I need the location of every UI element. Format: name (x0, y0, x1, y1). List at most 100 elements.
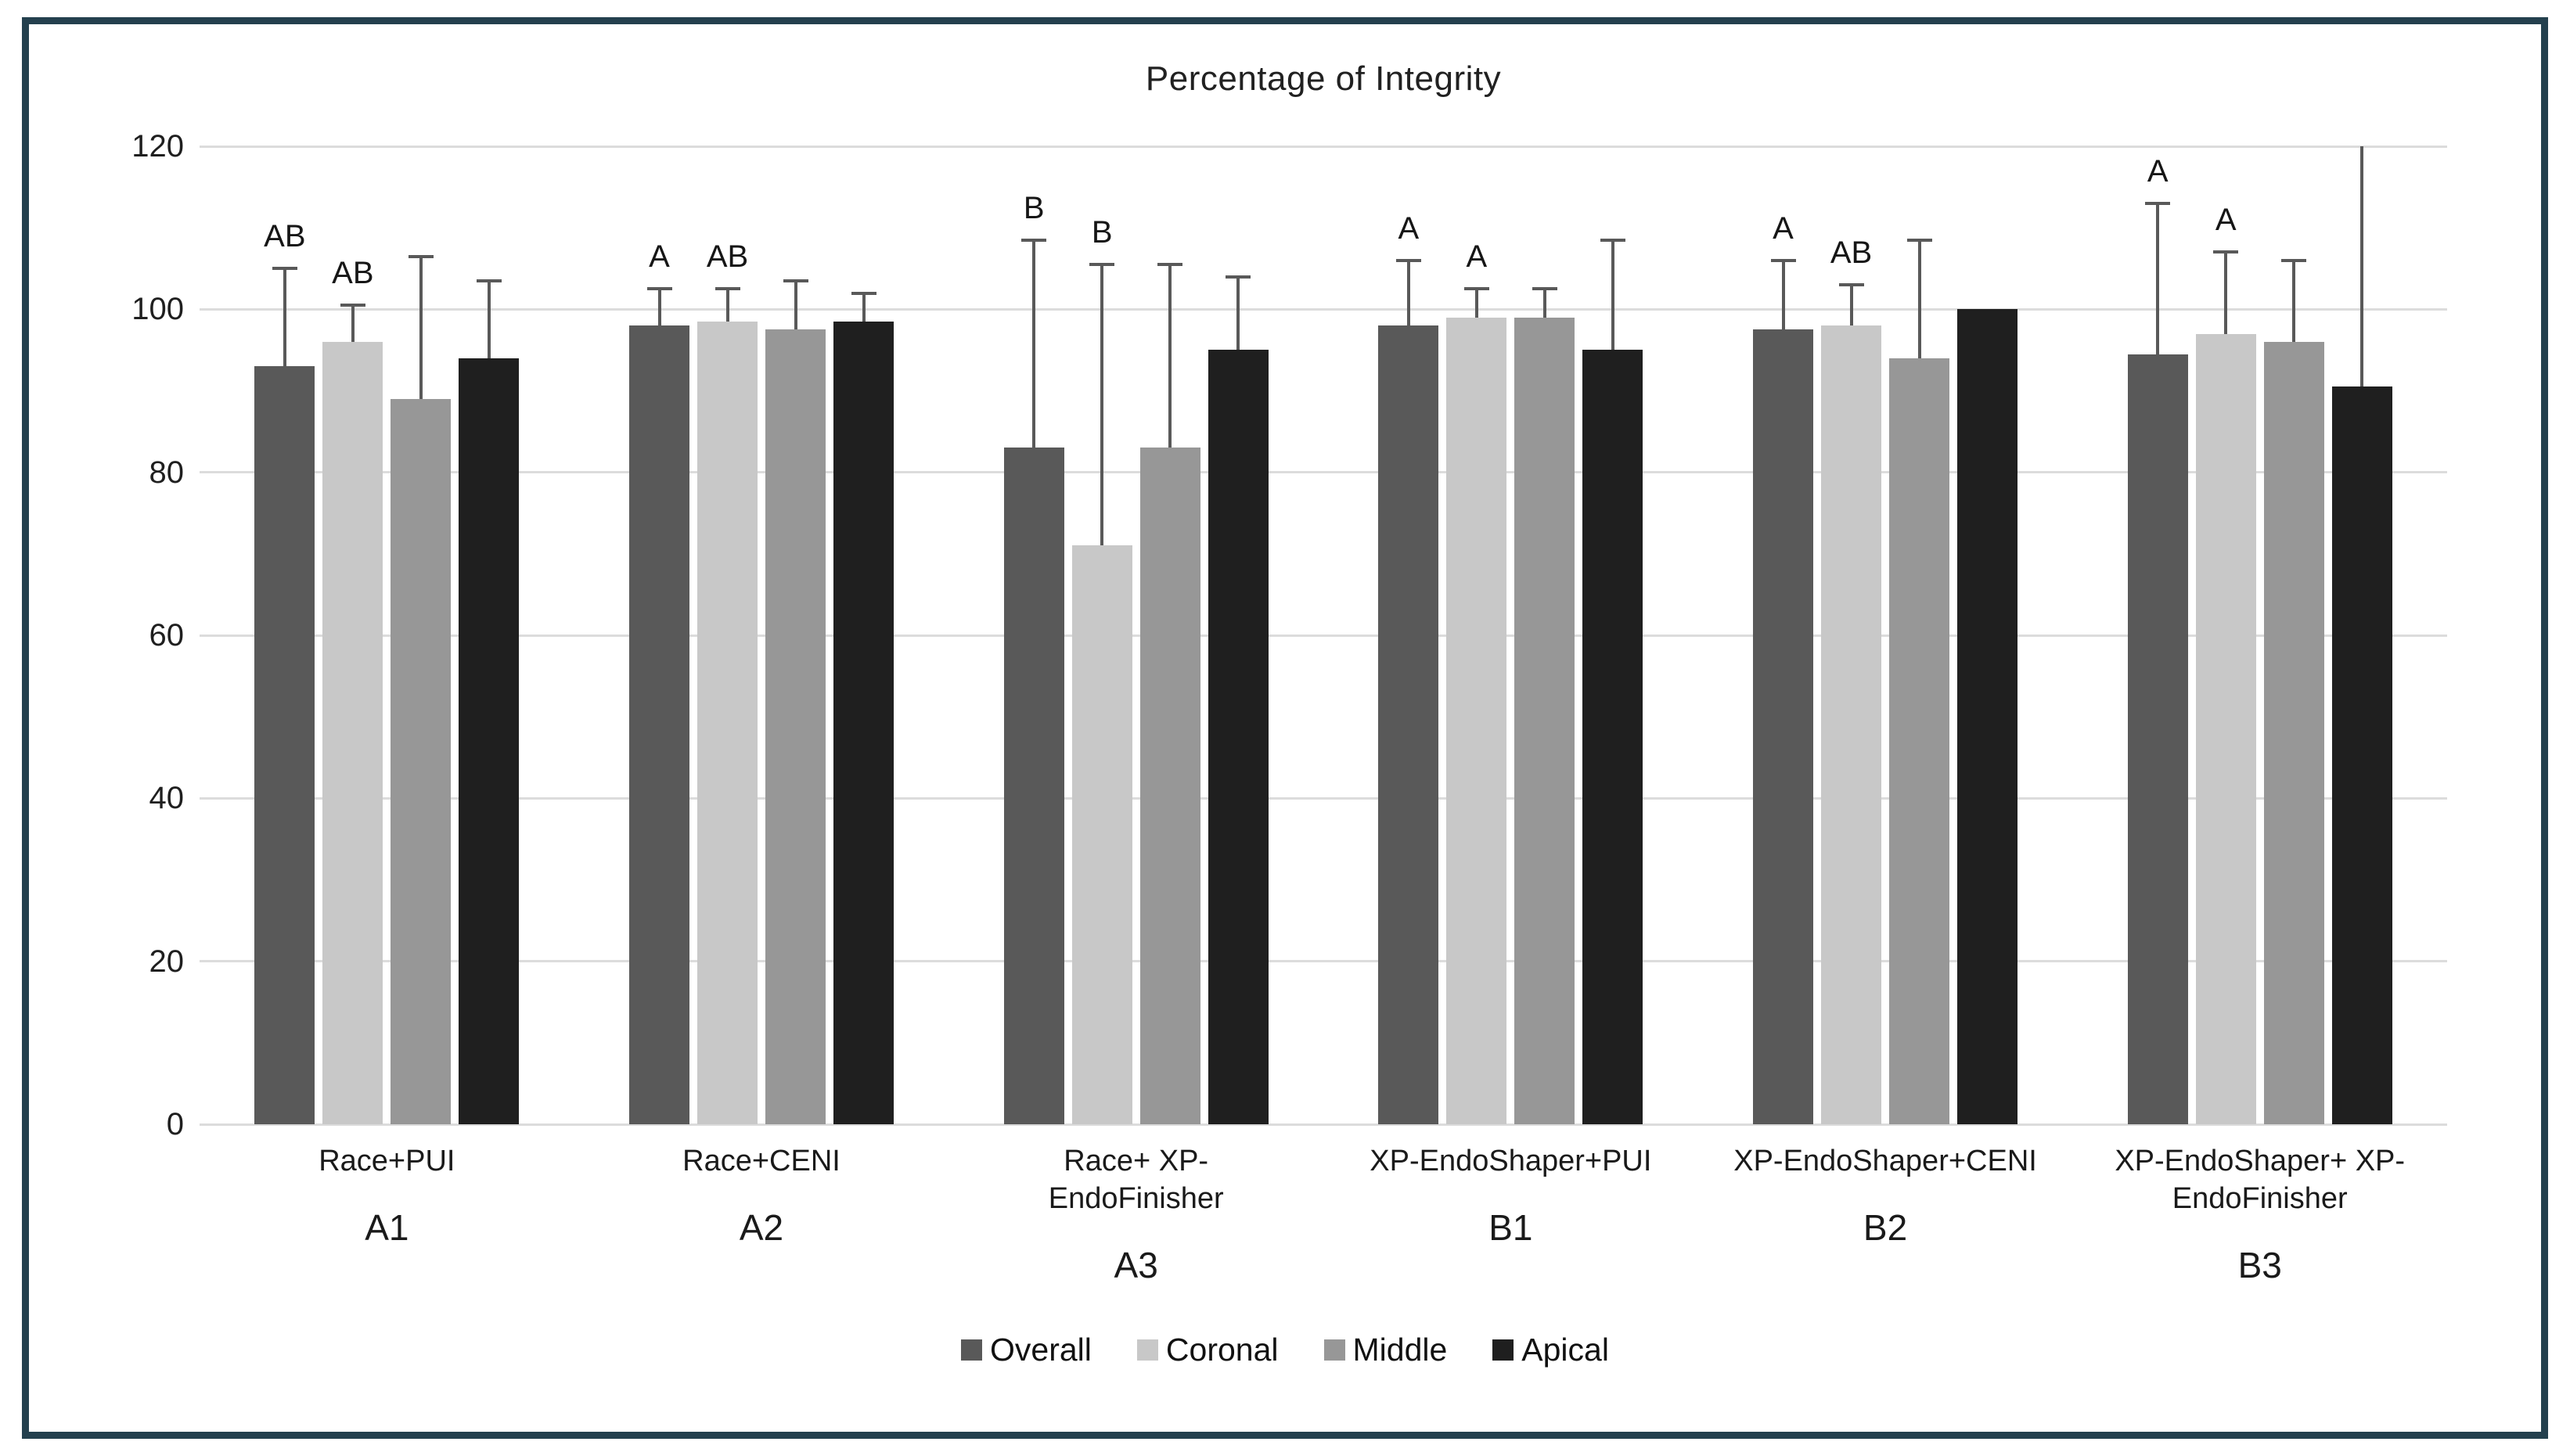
bar-groups: AB AB A AB B B A A A AB A A (200, 146, 2447, 1124)
error-bar-cap (783, 279, 808, 282)
bar-slot: AB (254, 146, 315, 1124)
category-label: Race+ XP- EndoFinisher (948, 1142, 1323, 1217)
category-label-line: Race+PUI (319, 1145, 455, 1177)
bar-overall (1753, 329, 1814, 1124)
category-label: XP-EndoShaper+CENI (1698, 1142, 2073, 1180)
significance-letter: AB (1830, 235, 1873, 271)
legend-swatch-coronal (1136, 1339, 1158, 1361)
y-axis-tick-label: 80 (149, 455, 185, 490)
legend-swatch-overall (961, 1339, 983, 1361)
error-bar-cap (1770, 258, 1796, 262)
bar-middle (765, 329, 826, 1124)
error-bar-cap (1463, 287, 1489, 291)
error-bar (1406, 260, 1410, 326)
x-axis-label-slot: Race+ XP- EndoFinisher A3 (948, 1142, 1323, 1286)
group-code-label: B2 (1863, 1207, 1908, 1248)
x-axis-label-slot: XP-EndoShaper+CENI B2 (1698, 1142, 2073, 1286)
gridline-100 (200, 307, 2447, 311)
legend-item-overall: Overall (961, 1332, 1092, 1368)
chart-title: Percentage of Integrity (1145, 59, 1502, 98)
y-axis-tick-label: 40 (149, 781, 185, 816)
bar-apical (459, 358, 520, 1124)
error-bar-cap (851, 291, 876, 295)
y-axis-tick-label: 20 (149, 944, 185, 979)
bar-slot (2263, 146, 2324, 1124)
bar-group-b2: A AB (1698, 146, 2073, 1124)
error-bar (1917, 239, 1921, 358)
gridline-120 (200, 145, 2447, 148)
bar-slot (1139, 146, 1200, 1124)
legend-label: Overall (990, 1332, 1092, 1368)
bar-slot (1889, 146, 1950, 1124)
category-label-line: Race+CENI (682, 1145, 840, 1177)
error-bar (2360, 146, 2364, 387)
significance-letter: A (2215, 203, 2237, 238)
legend-item-middle: Middle (1323, 1332, 1448, 1368)
error-bar-cap (272, 267, 297, 271)
error-bar-cap (1600, 238, 1625, 242)
significance-letter: A (1466, 239, 1488, 275)
bar-slot (765, 146, 826, 1124)
bar-apical (2331, 386, 2392, 1124)
significance-letter: AB (264, 219, 306, 254)
error-bar-cap (340, 304, 365, 307)
error-bar (283, 268, 286, 367)
category-label: XP-EndoShaper+ XP- EndoFinisher (2072, 1142, 2447, 1217)
group-code-label: A2 (739, 1207, 784, 1248)
y-axis-tick-label: 120 (131, 129, 184, 164)
group-code-label: A3 (1114, 1245, 1158, 1285)
error-bar-cap (1532, 287, 1557, 291)
error-bar (2156, 203, 2160, 354)
significance-letter: A (1773, 210, 1794, 246)
error-bar (2292, 260, 2296, 342)
bar-slot: AB (1821, 146, 1882, 1124)
bar-slot: B (1071, 146, 1132, 1124)
bar-middle (391, 398, 452, 1124)
legend: Overall Coronal Middle Apical (0, 1332, 2570, 1368)
error-bar (487, 280, 491, 358)
error-bar-cap (476, 279, 502, 282)
legend-label: Middle (1352, 1332, 1448, 1368)
y-axis-tick-label: 0 (166, 1107, 184, 1141)
bar-overall (1003, 448, 1064, 1124)
significance-letter: A (649, 239, 670, 275)
error-bar (1474, 289, 1478, 318)
bar-slot: A (1378, 146, 1439, 1124)
category-label: Race+PUI (200, 1142, 574, 1180)
error-bar-cap (2213, 250, 2239, 254)
significance-letter: A (2147, 153, 2169, 189)
bar-slot: AB (322, 146, 383, 1124)
bar-middle (1514, 317, 1575, 1124)
y-axis-tick-label: 60 (149, 618, 185, 653)
bar-slot: AB (697, 146, 758, 1124)
gridline-40 (200, 796, 2447, 800)
bar-group-a2: A AB (574, 146, 949, 1124)
bar-coronal (1821, 325, 1882, 1124)
bar-slot: A (1753, 146, 1814, 1124)
bar-coronal (322, 342, 383, 1124)
group-code-label: B3 (2237, 1245, 2282, 1285)
error-bar (1611, 239, 1614, 351)
x-axis-label-slot: XP-EndoShaper+PUI B1 (1323, 1142, 1698, 1286)
plot-area: AB AB A AB B B A A A AB A A (200, 145, 2447, 1126)
bar-overall (2127, 354, 2188, 1124)
significance-letter: AB (332, 256, 374, 291)
legend-item-apical: Apical (1492, 1332, 1609, 1368)
significance-letter: B (1091, 215, 1113, 250)
bar-slot: B (1003, 146, 1064, 1124)
bar-apical (1582, 350, 1643, 1124)
category-label-line: XP-EndoShaper+ XP- (2115, 1145, 2406, 1177)
x-axis-label-slot: XP-EndoShaper+ XP- EndoFinisher B3 (2072, 1142, 2447, 1286)
error-bar (1100, 264, 1104, 546)
error-bar-cap (1089, 263, 1115, 267)
category-label: Race+CENI (574, 1142, 949, 1180)
group-code-label: B1 (1488, 1207, 1533, 1248)
bar-slot: A (629, 146, 689, 1124)
bar-slot: A (2127, 146, 2188, 1124)
error-bar (862, 293, 866, 322)
significance-letter: AB (706, 239, 749, 275)
error-bar (1032, 239, 1036, 448)
